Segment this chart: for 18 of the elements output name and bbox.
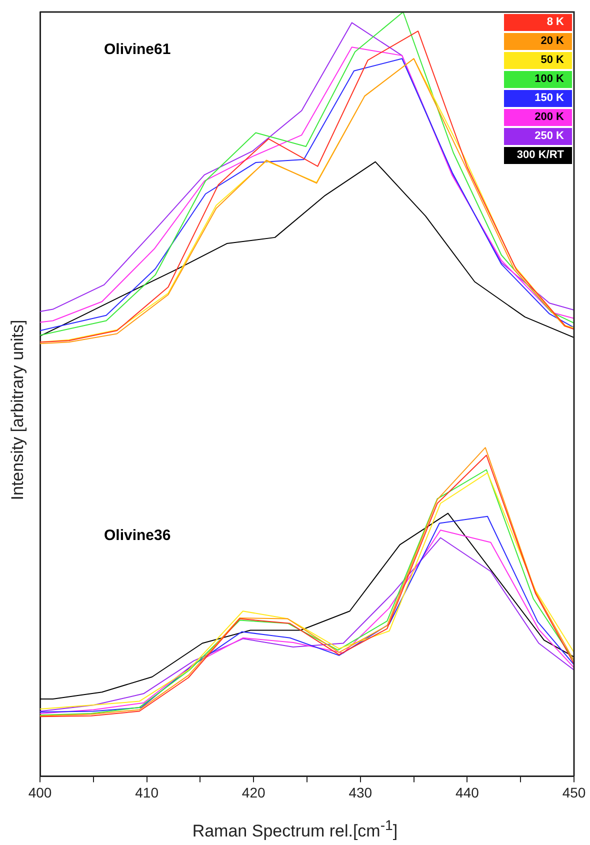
text: 250 K [504, 128, 572, 145]
text: 300 K/RT [504, 147, 572, 164]
annotation: Olivine61 [104, 41, 171, 58]
text: 100 K [504, 71, 572, 88]
text: 150 K [504, 90, 572, 107]
text: 50 K [504, 52, 572, 69]
text: 8 K [504, 14, 572, 31]
x-tick-label: 450 [562, 784, 586, 800]
x-tick-label: 420 [242, 784, 266, 800]
x-tick-label: 410 [135, 784, 159, 800]
x-tick-label: 440 [456, 784, 480, 800]
annotation: Olivine36 [104, 526, 171, 544]
x-tick-label: 400 [28, 784, 52, 800]
x-axis-title: Raman Spectrum rel.[cm$^{-1}$] [191, 818, 399, 842]
text: 200 K [504, 109, 572, 126]
x-tick-label: 430 [348, 784, 372, 800]
text: 20 K [504, 33, 572, 50]
y-axis-title: Intensity [arbitrary units] [8, 318, 28, 502]
